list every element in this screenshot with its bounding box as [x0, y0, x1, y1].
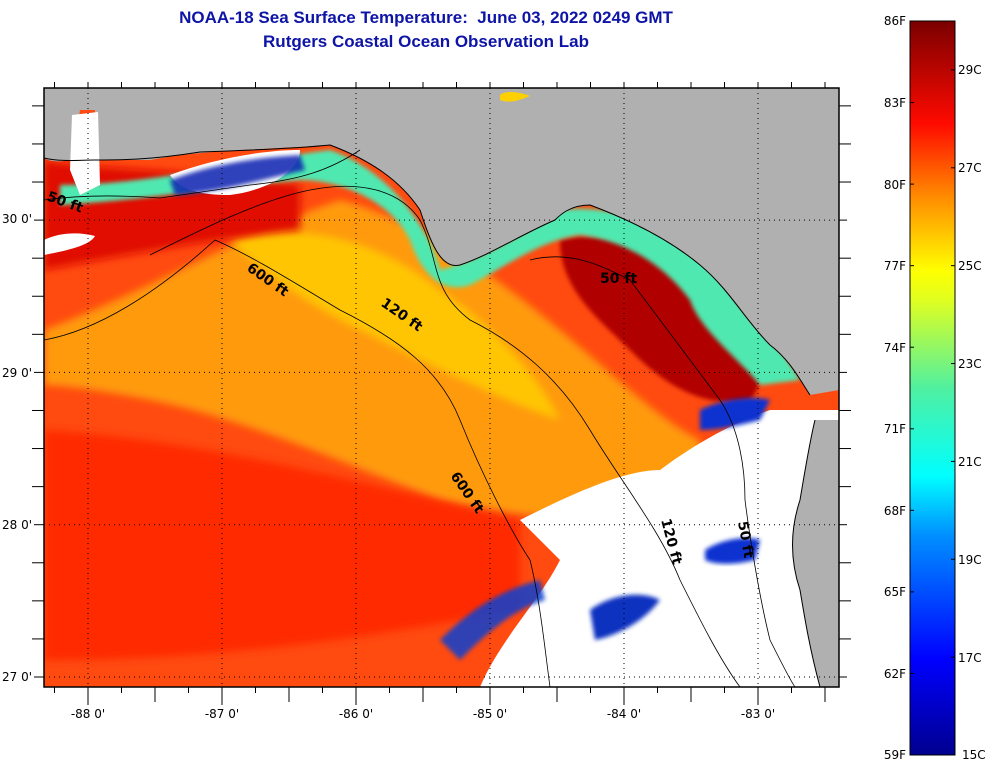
lake-patch — [500, 92, 530, 102]
contour-label-east: 50 ft — [734, 520, 756, 560]
coastline-north — [44, 144, 811, 396]
colorbar-c-label: 27C — [958, 161, 982, 175]
contour-600ft — [44, 239, 551, 687]
colorbar-f-label: 65F — [884, 585, 906, 599]
coastline-west-florida — [792, 419, 821, 687]
colorbar-f-label: 77F — [884, 259, 906, 273]
lat-label: 27 0' — [2, 670, 32, 684]
colorbar-f-label: 71F — [884, 422, 906, 436]
contour-120ft — [149, 185, 741, 687]
dark-red-patch — [560, 236, 760, 402]
contour-50ft-west — [44, 149, 361, 201]
lon-label: -85 0' — [473, 707, 507, 721]
lat-label: 28 0' — [2, 518, 32, 532]
mobile-bay — [70, 112, 100, 195]
map-title: NOAA-18 Sea Surface Temperature: June 03… — [179, 8, 673, 27]
colorbar — [909, 20, 956, 756]
colorbar-c-label: 23C — [958, 357, 982, 371]
lon-label: -83 0' — [741, 707, 775, 721]
colorbar-c-label: 19C — [958, 553, 982, 567]
cold-patch-shelf — [705, 538, 760, 564]
colorbar-c-label: 17C — [958, 651, 982, 665]
map-subtitle: Rutgers Coastal Ocean Observation Lab — [263, 32, 589, 51]
lat-label: 30 0' — [2, 212, 32, 226]
cold-patch-nearshore — [700, 398, 770, 430]
colorbar-f-label: 59F — [884, 748, 906, 762]
colorbar-c-label: 21C — [958, 455, 982, 469]
colorbar-c-label: 15C — [962, 748, 986, 762]
cloud-southeast — [480, 410, 839, 687]
colorbar-f-label: 74F — [884, 341, 906, 355]
warm-band — [44, 200, 700, 520]
lat-label: 29 0' — [2, 366, 32, 380]
colorbar-c-label: 29C — [958, 63, 982, 77]
colorbar-f-label: 80F — [884, 178, 906, 192]
cold-patch-south — [440, 580, 545, 660]
cloud-west — [44, 233, 95, 255]
lon-label: -88 0' — [71, 707, 105, 721]
colorbar-ticks — [910, 69, 955, 674]
red-patch-south — [44, 430, 520, 660]
land-florida-peninsula — [792, 420, 839, 687]
cold-patch-offshore — [590, 594, 660, 640]
cold-patch-north — [170, 155, 305, 195]
colorbar-c-label: 25C — [958, 259, 982, 273]
map-plot-area — [44, 88, 839, 687]
lon-label: -86 0' — [339, 707, 373, 721]
colorbar-f-label: 62F — [884, 667, 906, 681]
colorbar-f-label: 83F — [884, 96, 906, 110]
yellow-band — [230, 232, 560, 420]
land-florida-panhandle — [44, 88, 839, 395]
colorbar-f-label: 68F — [884, 504, 906, 518]
lon-label: -84 0' — [607, 707, 641, 721]
coastal-cool-band — [60, 150, 800, 385]
lon-label: -87 0' — [205, 707, 239, 721]
contour-50ft-east — [529, 256, 796, 687]
contour-label: 50 ft — [600, 271, 637, 287]
axis-ticks — [32, 82, 851, 705]
map-frame — [43, 87, 840, 688]
colorbar-f-label: 86F — [884, 14, 906, 28]
